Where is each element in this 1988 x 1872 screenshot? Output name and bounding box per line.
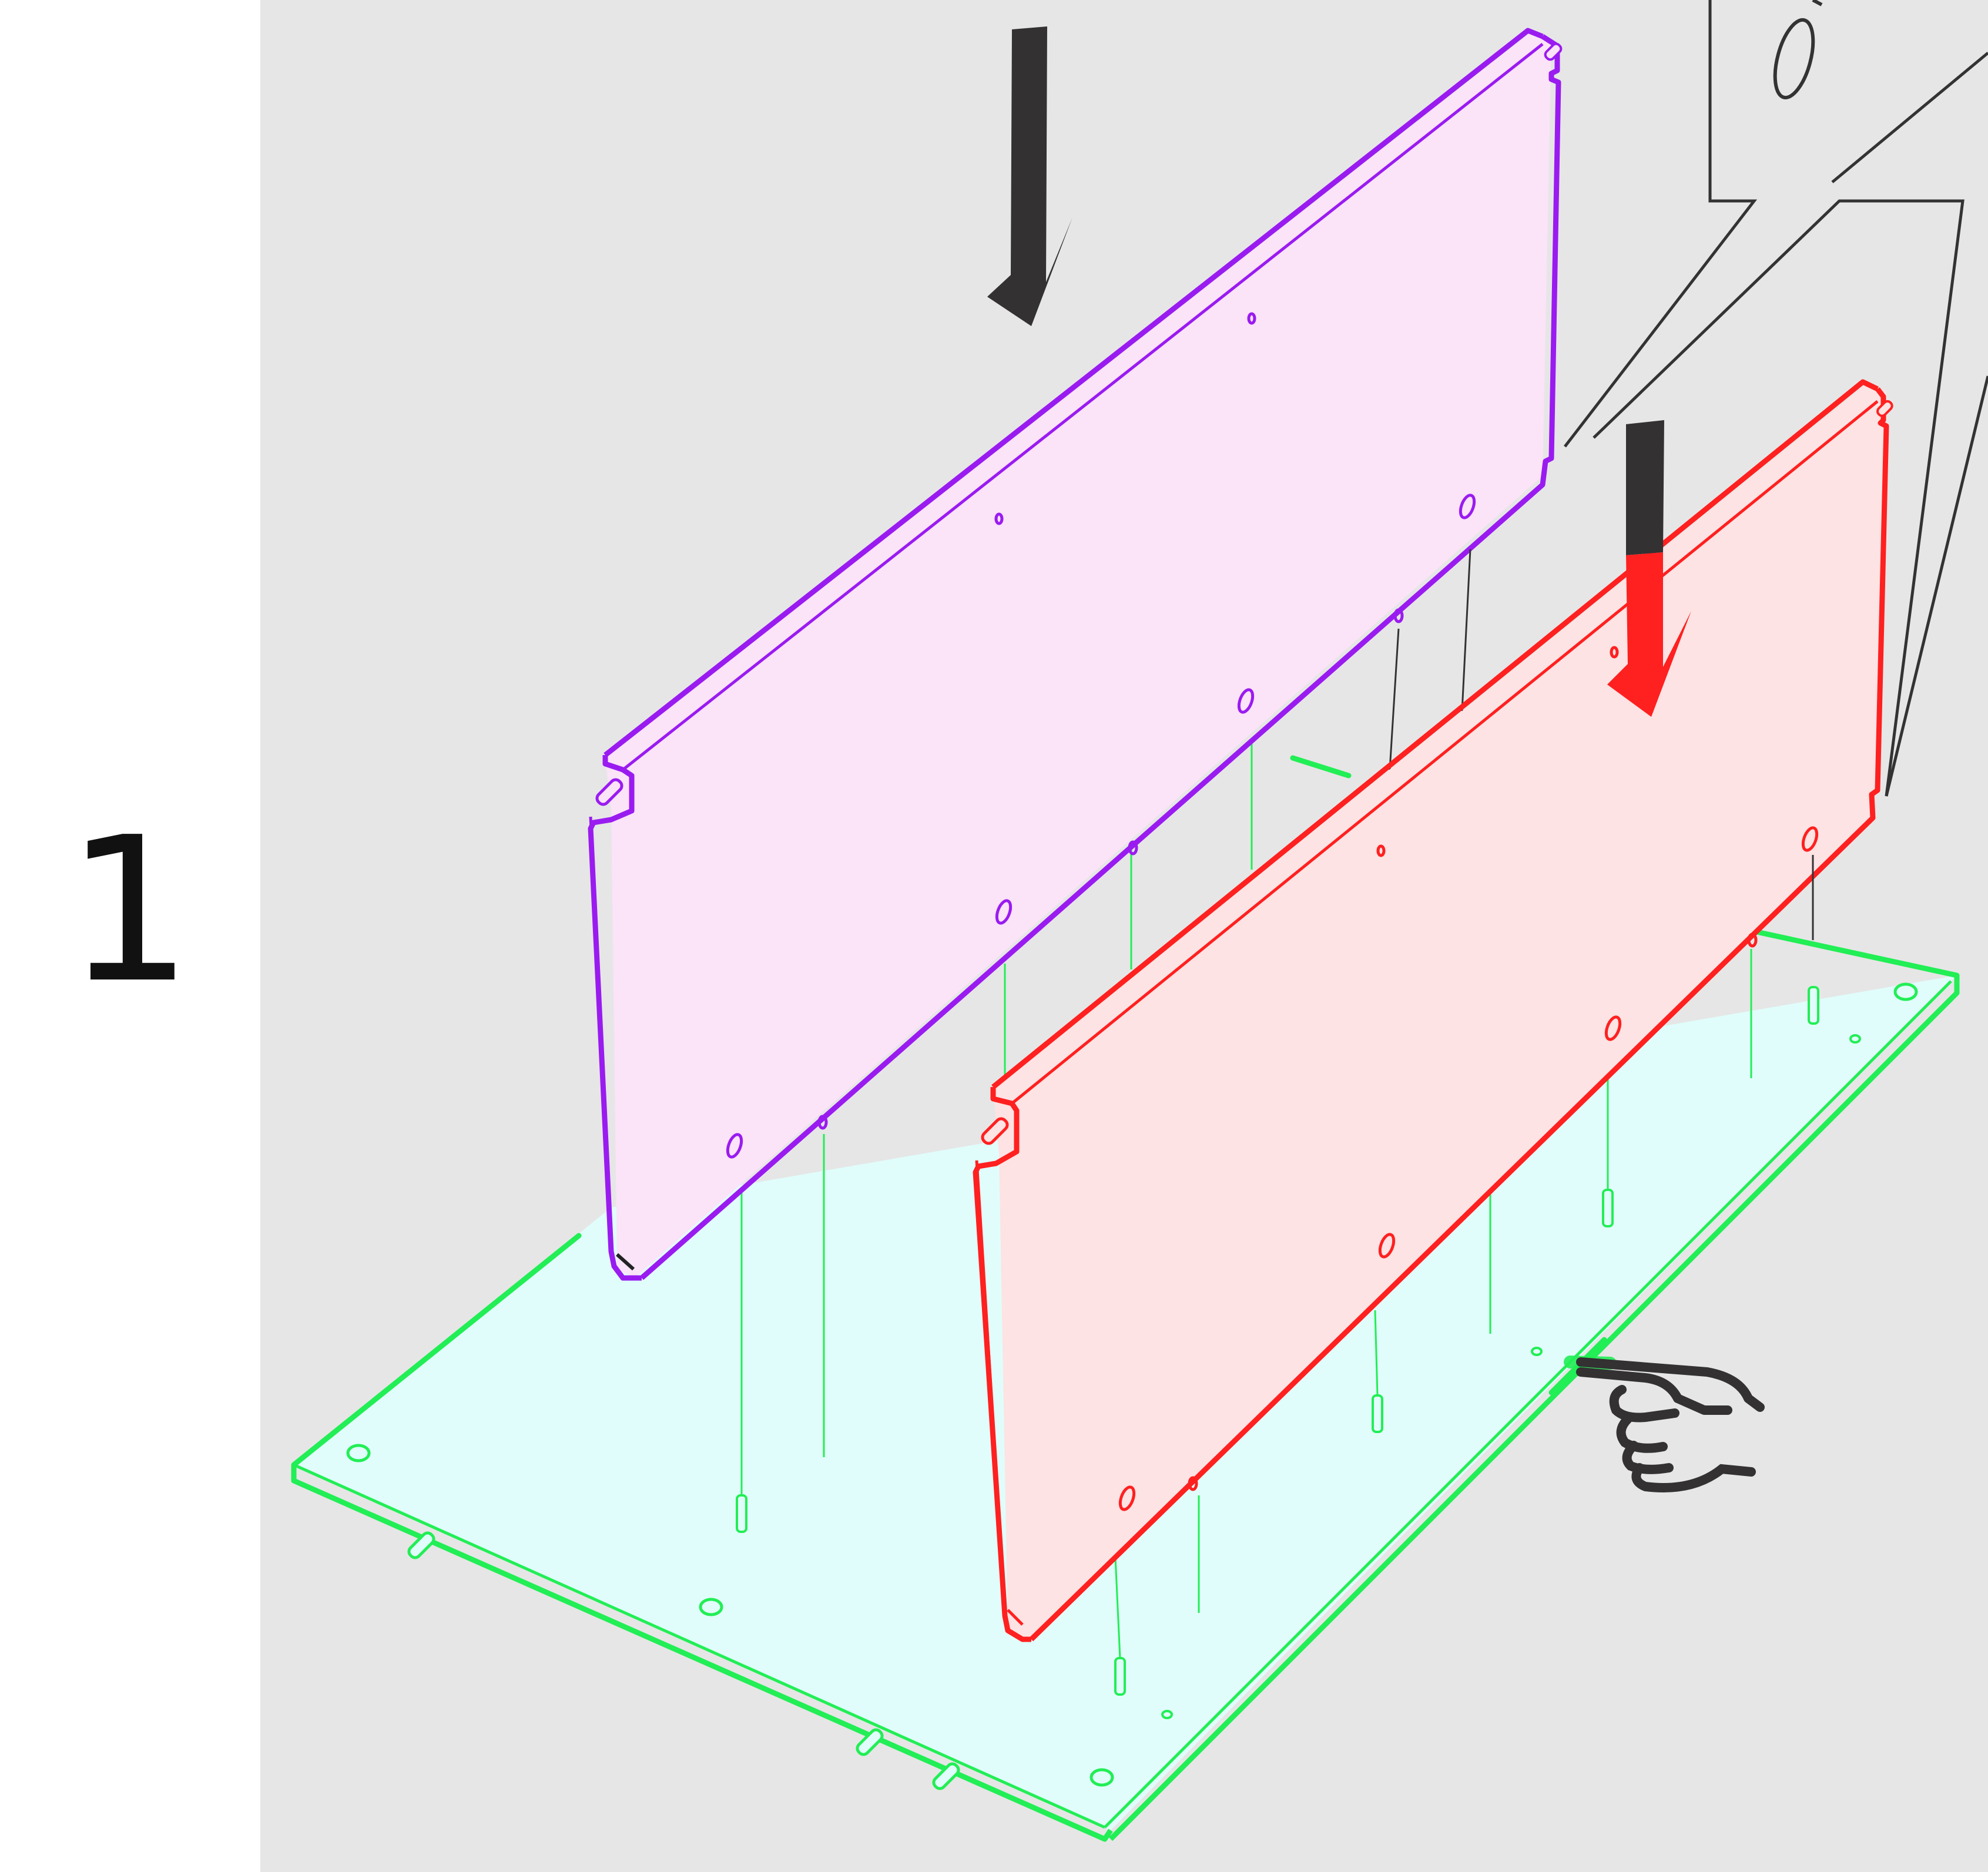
base-dowels bbox=[407, 1531, 960, 1790]
assembly-drawing bbox=[291, 0, 1988, 1842]
step-number: 1 bbox=[65, 794, 193, 1027]
base-standing-dowels bbox=[736, 986, 1819, 1696]
rear-panel bbox=[588, 28, 1563, 1281]
callout-bubble bbox=[1564, 0, 1988, 797]
assembly-illustration bbox=[260, 0, 1988, 1872]
arrow-down-icon bbox=[987, 26, 1072, 326]
pointing-hand-icon bbox=[1564, 1356, 1765, 1492]
front-panel bbox=[973, 379, 1893, 1642]
base-guide-lines bbox=[740, 740, 1752, 1659]
arrow-down-icon bbox=[1607, 420, 1691, 717]
